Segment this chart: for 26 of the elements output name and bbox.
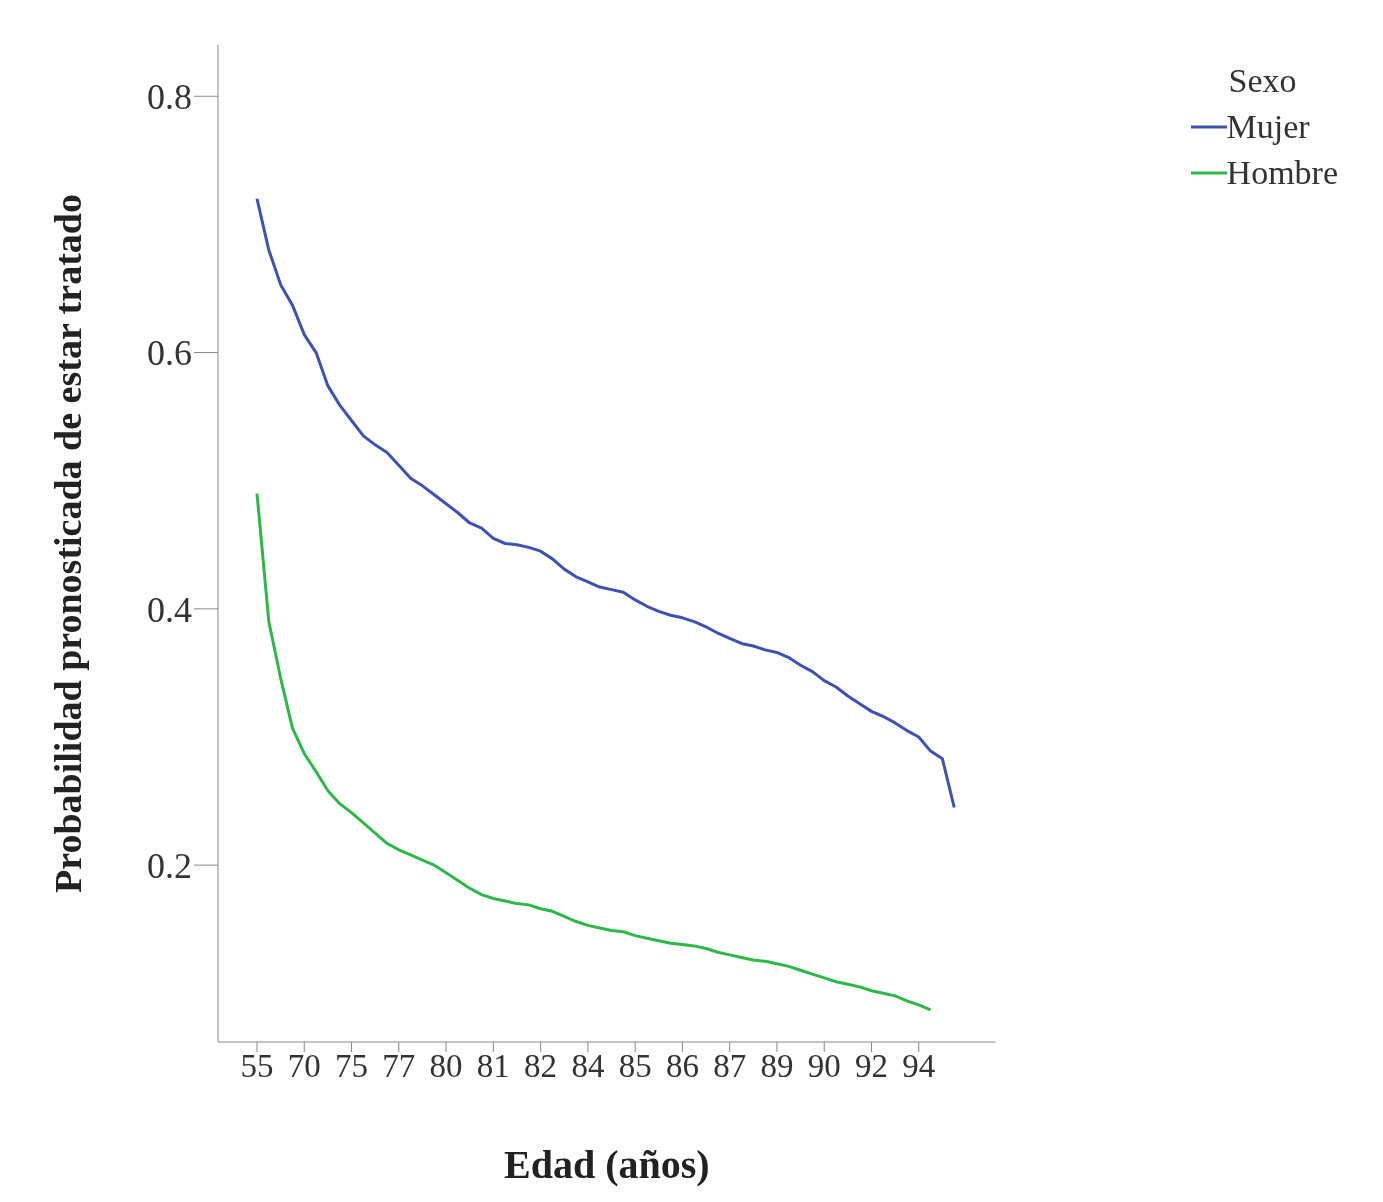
y-tick-label: 0.8 bbox=[147, 77, 192, 118]
y-tick-label: 0.4 bbox=[147, 589, 192, 630]
x-tick-label: 81 bbox=[476, 1048, 510, 1085]
x-tick-label: 55 bbox=[240, 1048, 274, 1085]
y-axis-title: Probabilidad pronosticada de estar tratado bbox=[47, 194, 90, 893]
legend-title: Sexo bbox=[1227, 61, 1298, 101]
x-tick-label: 82 bbox=[524, 1048, 558, 1085]
x-tick-label: 92 bbox=[855, 1048, 888, 1085]
line-series bbox=[255, 197, 956, 809]
legend-label: Hombre bbox=[1226, 153, 1338, 193]
y-tick-label: 0.2 bbox=[147, 845, 192, 886]
x-tick-label: 75 bbox=[335, 1048, 369, 1085]
x-tick-label: 84 bbox=[571, 1048, 605, 1085]
x-tick-label: 90 bbox=[807, 1048, 841, 1085]
x-tick-label: 77 bbox=[382, 1048, 416, 1085]
x-tick-label: 89 bbox=[760, 1048, 794, 1085]
x-axis-title: Edad (años) bbox=[503, 1142, 710, 1187]
y-tick-label: 0.6 bbox=[147, 333, 192, 374]
x-tick-label: 80 bbox=[429, 1048, 463, 1085]
x-tick-label: 87 bbox=[713, 1048, 747, 1085]
legend-label: Mujer bbox=[1226, 107, 1310, 147]
x-tick-label: 94 bbox=[902, 1048, 936, 1085]
line-series bbox=[255, 492, 933, 1012]
x-tick-label: 85 bbox=[618, 1048, 652, 1085]
x-tick-label: 86 bbox=[665, 1048, 699, 1085]
x-tick-label: 70 bbox=[287, 1048, 321, 1085]
